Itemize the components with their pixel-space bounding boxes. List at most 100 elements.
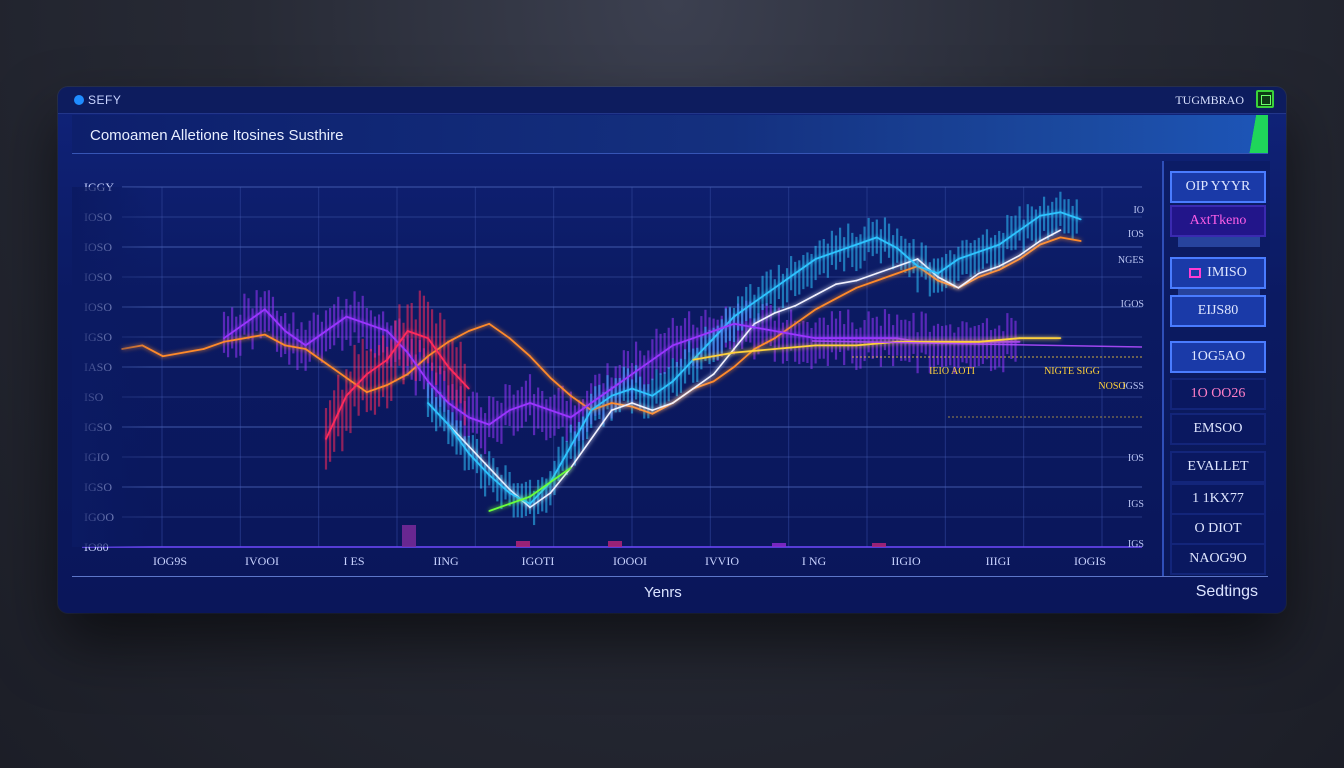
right-tick-label: IO [1133, 205, 1144, 216]
x-tick-label: I ES [344, 554, 365, 568]
sidebar-button-10[interactable]: NAOG9O [1170, 543, 1266, 575]
sidebar-button-label: AxtTkeno [1189, 213, 1247, 228]
series-point [549, 481, 552, 484]
x-tick-label: IIGIO [891, 554, 921, 568]
series-point [1018, 337, 1021, 340]
series-point [753, 348, 756, 350]
series-point [937, 279, 939, 282]
series-point [1018, 229, 1021, 232]
sidebar-button-4[interactable]: 1OG5AO [1170, 341, 1266, 373]
series-point [508, 409, 511, 412]
series-point [1039, 214, 1041, 217]
orange-series-line [121, 236, 1081, 415]
series-point [467, 445, 470, 448]
series-point [773, 348, 776, 350]
series-point [590, 438, 593, 440]
window-topbar: SEFY TUGMBRAO [58, 87, 1286, 114]
x-tick-label: IOOOI [613, 554, 647, 568]
series-point [223, 337, 225, 340]
sidebar-button-2[interactable]: IMISO [1170, 257, 1266, 289]
series-point [814, 344, 817, 347]
series-point [447, 402, 450, 404]
x-axis-stub [516, 541, 530, 547]
series-point [794, 272, 797, 275]
maximize-icon[interactable] [1256, 90, 1274, 108]
sidebar-button-1[interactable]: AxtTkeno [1170, 205, 1266, 237]
series-point [365, 322, 368, 325]
series-point [284, 344, 287, 347]
series-point [406, 351, 409, 354]
series-point [386, 330, 389, 332]
sidebar-button-0[interactable]: OIP YYYR [1170, 171, 1266, 203]
sidebar-button-7[interactable]: EVALLET [1170, 451, 1266, 483]
series-point [651, 358, 654, 361]
x-tick-label: IIIGI [986, 554, 1011, 568]
app-name: SEFY [88, 93, 122, 107]
sidebar-button-5[interactable]: 1O OO26 [1170, 378, 1266, 410]
series-point [427, 337, 429, 340]
series-point [651, 412, 654, 415]
series-point [712, 337, 715, 340]
series-point [406, 373, 409, 376]
series-point [937, 272, 939, 275]
sidebar-button-6[interactable]: EMSOO [1170, 413, 1266, 445]
series-point [508, 492, 511, 494]
sidebar-button-9[interactable]: O DIOT [1170, 513, 1266, 545]
settings-button[interactable]: Sedtings [1195, 583, 1258, 600]
series-point [733, 348, 735, 350]
series-point [671, 380, 674, 383]
chart-window: SEFY TUGMBRAO Comoamen Alletione Itosine… [58, 87, 1286, 613]
series-point [773, 330, 776, 332]
series-point [182, 351, 185, 354]
sidebar-button-8[interactable]: 1 1KX77 [1170, 483, 1266, 515]
series-point [631, 405, 633, 408]
sidebar: OIP YYYR AxtTkeno IMISO EIJS80 1OG5AO 1O OO26… [1162, 161, 1270, 576]
series-point [998, 340, 1001, 343]
sidebar-button-label: 1O OO26 [1190, 386, 1246, 401]
series-point [549, 376, 552, 379]
series-point [712, 330, 715, 332]
series-point [223, 340, 225, 343]
series-point [896, 337, 899, 340]
series-point [610, 402, 613, 404]
x-tick-label: IVOOI [245, 554, 279, 568]
series-point [529, 506, 531, 509]
series-point [243, 337, 246, 340]
series-point [386, 358, 389, 361]
series-point [447, 423, 450, 426]
series-point [794, 322, 797, 325]
series-point [1039, 243, 1041, 246]
series-point [937, 340, 939, 343]
right-tick-label: IOS [1128, 229, 1144, 240]
series-point [855, 279, 858, 282]
series-point [325, 438, 327, 440]
x-axis-label: Yenrs [644, 584, 682, 601]
x-axis-stub [872, 543, 886, 547]
series-point [977, 340, 980, 343]
x-tick-label: IVVIO [705, 554, 739, 568]
series-point [916, 258, 919, 260]
series-point [161, 355, 164, 358]
series-point [957, 286, 960, 289]
reference-line [811, 340, 1143, 348]
plot-area[interactable]: IGGYIOSOIOSOIOSOIOSOIGSOIASOISOIGSOIGIOI… [72, 161, 1162, 578]
right-tick-label: NGES [1118, 255, 1144, 266]
x-tick-label: I NG [802, 554, 827, 568]
series-point [631, 373, 633, 376]
series-point [794, 304, 797, 307]
series-point [365, 373, 368, 376]
sidebar-divider-bar [1178, 237, 1260, 247]
series-point [753, 326, 756, 329]
series-point [467, 330, 470, 332]
sidebar-button-label: NAOG9O [1189, 551, 1247, 566]
series-point [875, 272, 878, 275]
series-point [875, 279, 878, 282]
series-point [202, 348, 205, 350]
series-point [998, 265, 1001, 268]
sidebar-button-3[interactable]: EIJS80 [1170, 295, 1266, 327]
series-point [692, 337, 695, 340]
series-point [733, 366, 735, 368]
chart-annotation: NIGTE SIGG [1044, 366, 1100, 377]
series-point [692, 358, 695, 361]
series-point [998, 268, 1001, 271]
